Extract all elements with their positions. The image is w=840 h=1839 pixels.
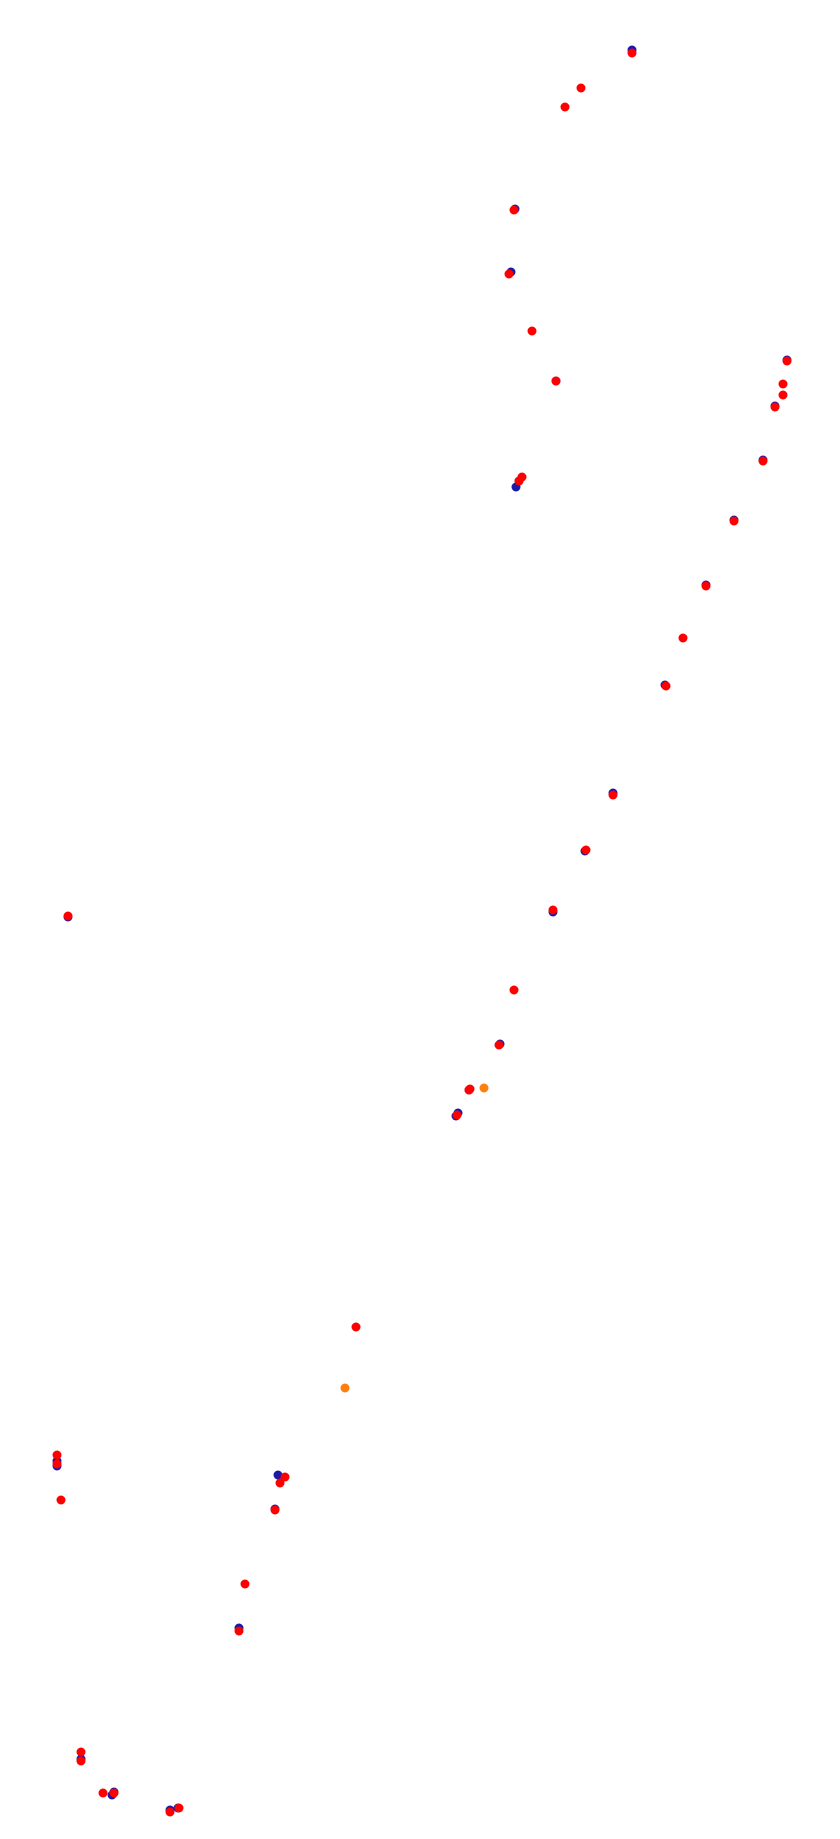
red-data-point — [109, 1788, 119, 1798]
red-data-point — [560, 102, 570, 112]
red-data-point — [548, 905, 558, 915]
red-data-point — [661, 681, 671, 691]
red-data-point — [770, 402, 780, 412]
red-data-point — [76, 1747, 86, 1757]
red-data-point — [280, 1472, 290, 1482]
red-data-point — [165, 1807, 175, 1817]
red-data-point — [270, 1505, 280, 1515]
red-data-point — [527, 326, 537, 336]
red-data-point — [52, 1450, 62, 1460]
red-data-point — [517, 472, 527, 482]
red-data-point — [98, 1788, 108, 1798]
red-data-point — [701, 581, 711, 591]
red-data-point — [778, 379, 788, 389]
red-data-point — [240, 1579, 250, 1589]
red-data-point — [452, 1110, 462, 1120]
red-data-point — [551, 376, 561, 386]
red-data-point — [758, 456, 768, 466]
red-data-point — [608, 790, 618, 800]
red-data-point — [576, 83, 586, 93]
red-data-point — [465, 1084, 475, 1094]
red-data-point — [782, 356, 792, 366]
red-data-point — [52, 1459, 62, 1469]
red-data-point — [509, 205, 519, 215]
red-data-point — [729, 516, 739, 526]
red-data-point — [351, 1322, 361, 1332]
data-points — [52, 45, 792, 1817]
red-data-point — [234, 1626, 244, 1636]
red-data-point — [174, 1803, 184, 1813]
blue-data-point — [273, 1470, 283, 1480]
red-data-point — [509, 985, 519, 995]
red-data-point — [275, 1478, 285, 1488]
red-data-point — [56, 1495, 66, 1505]
red-data-point — [627, 48, 637, 58]
red-data-point — [76, 1756, 86, 1766]
orange-data-point — [340, 1383, 350, 1393]
red-data-point — [581, 845, 591, 855]
red-data-point — [63, 911, 73, 921]
red-data-point — [778, 390, 788, 400]
red-data-point — [494, 1040, 504, 1050]
red-data-point — [678, 633, 688, 643]
red-data-point — [504, 269, 514, 279]
orange-data-point — [479, 1083, 489, 1093]
